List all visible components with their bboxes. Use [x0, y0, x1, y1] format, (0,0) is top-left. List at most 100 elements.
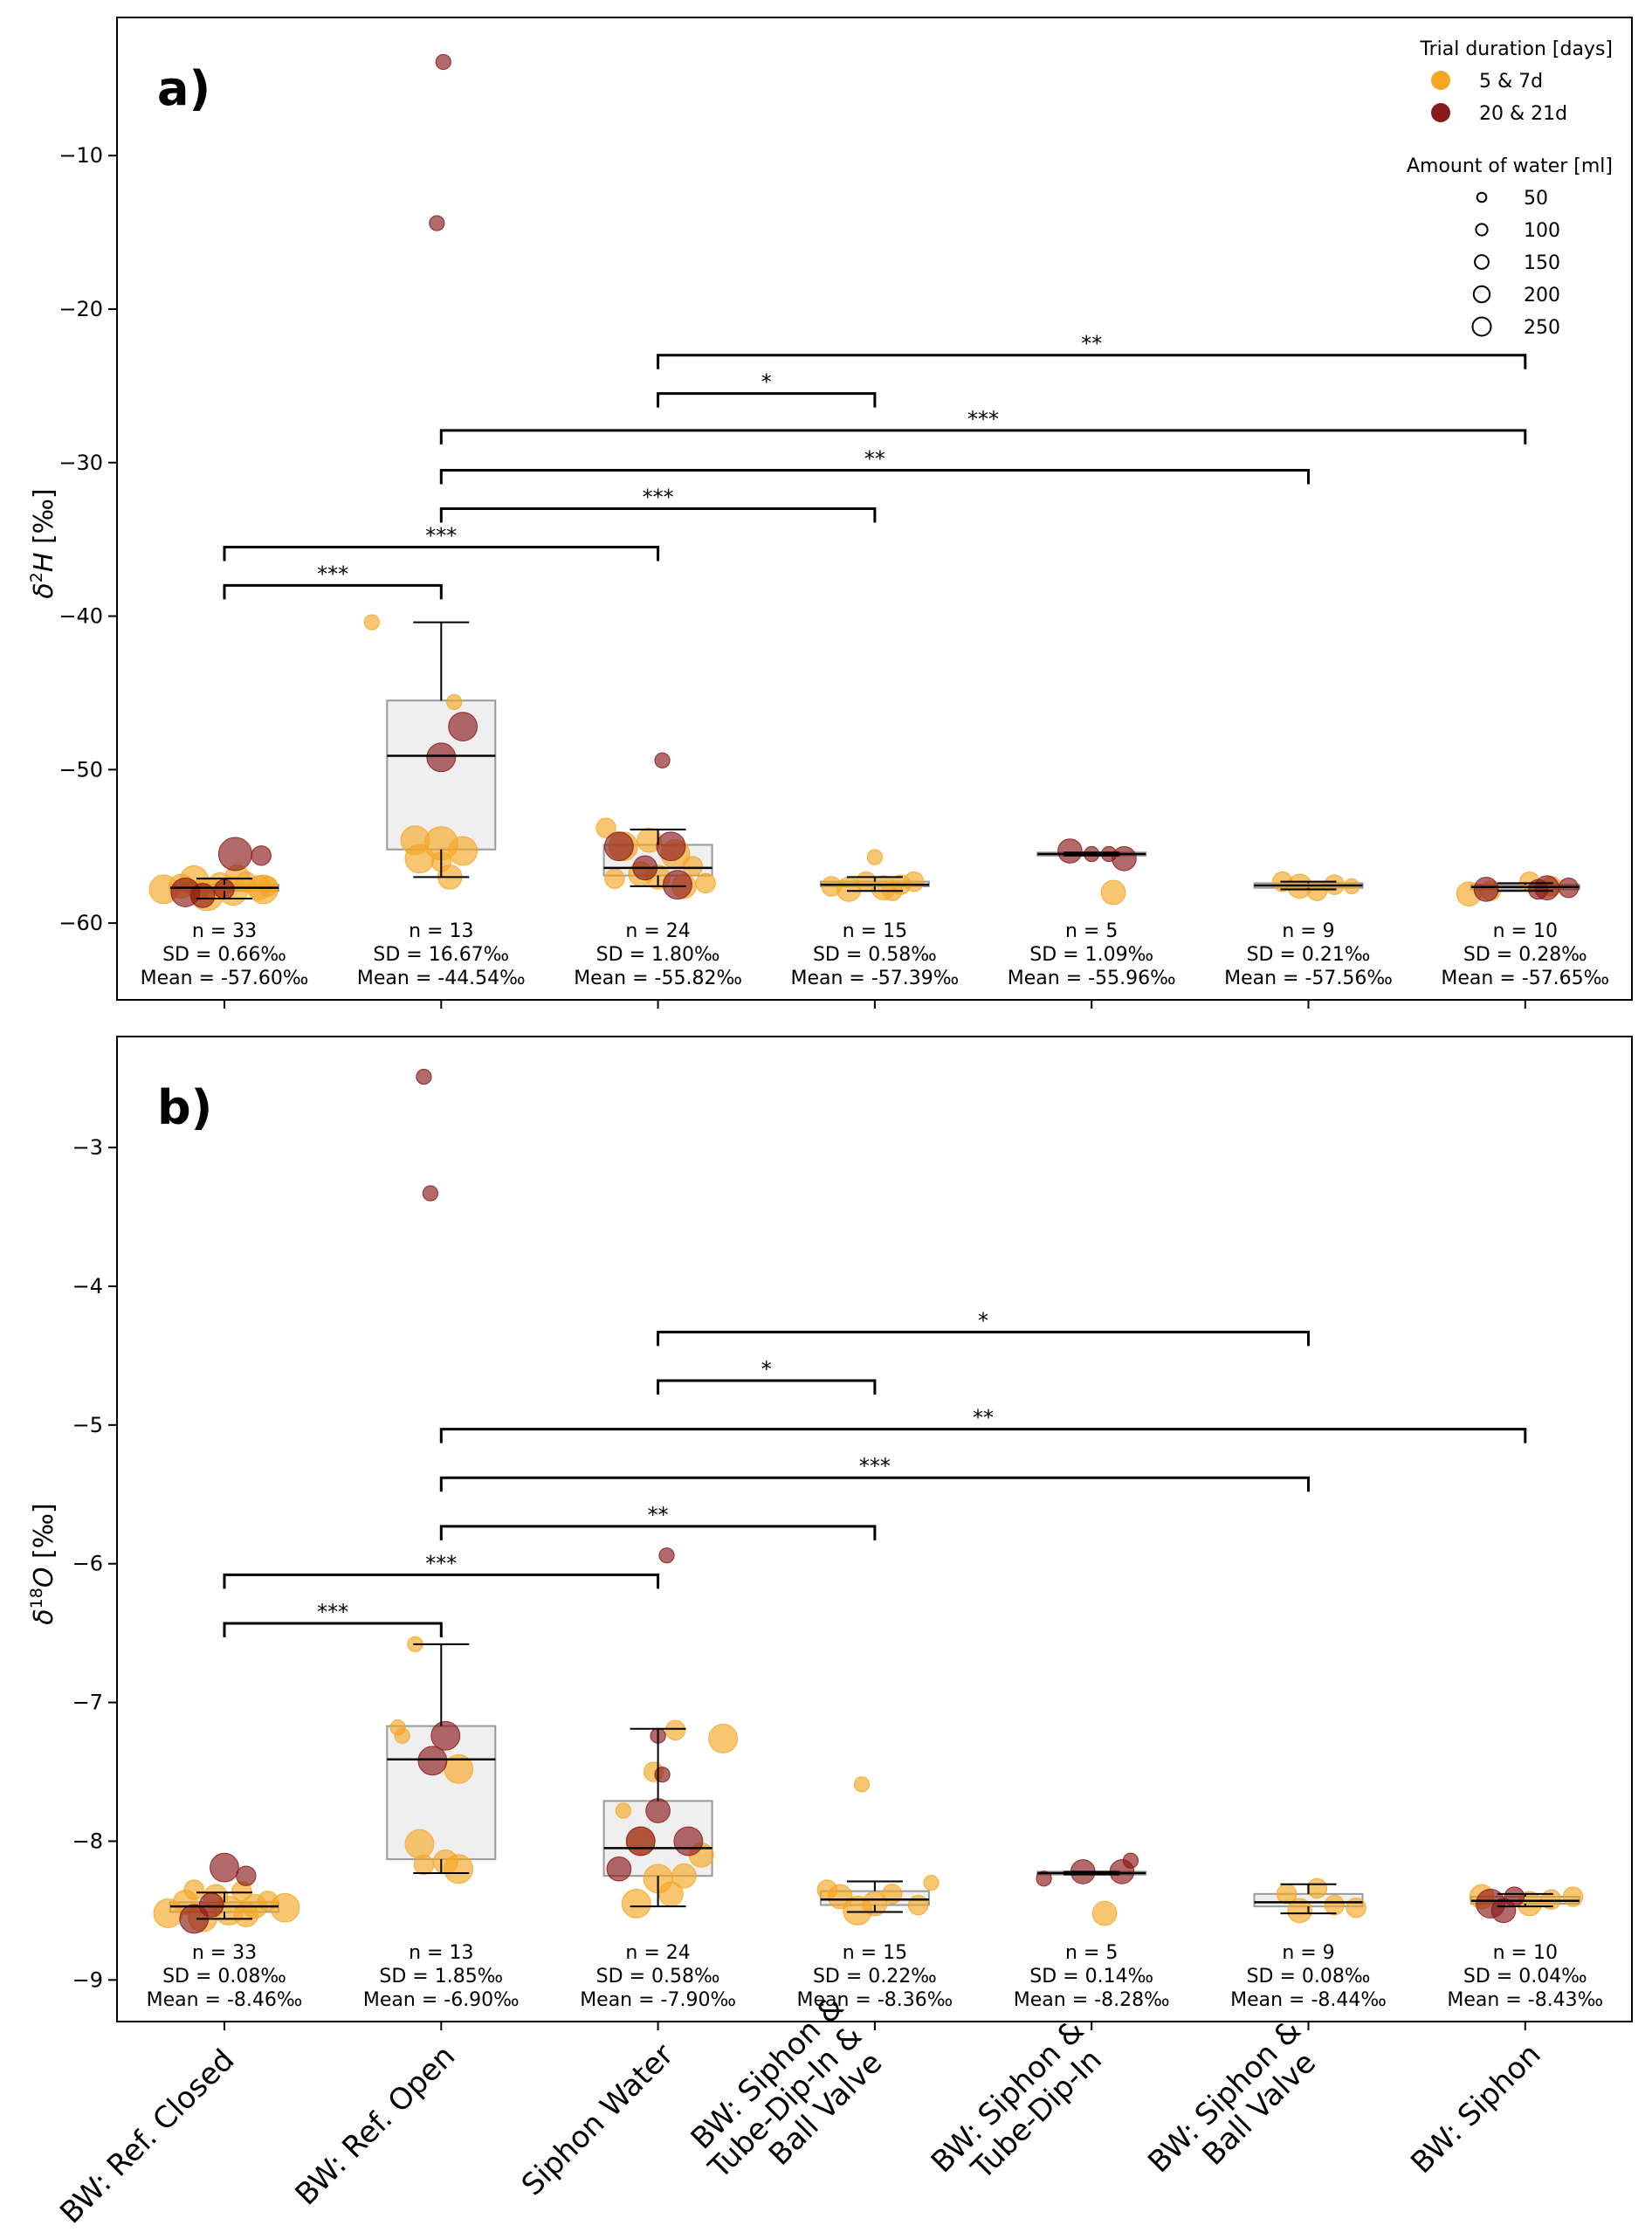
significance-label: *	[978, 1308, 988, 1333]
data-point	[1100, 879, 1126, 906]
significance-label: ***	[425, 523, 457, 548]
significance-bracket	[439, 1525, 877, 1540]
significance-label: **	[973, 1406, 994, 1430]
stats-label: n = 15	[843, 920, 907, 942]
stats-label: Mean = -6.90‰	[363, 1989, 520, 2011]
data-point	[448, 836, 478, 866]
stats-label: SD = 0.08‰	[162, 1966, 286, 1988]
stats-label: SD = 0.22‰	[813, 1966, 937, 1988]
stats-label: Mean = -55.96‰	[1008, 968, 1176, 989]
legend-water-label: 200	[1524, 285, 1560, 307]
data-point	[210, 1852, 239, 1883]
data-point	[417, 1746, 448, 1776]
significance-label: ***	[859, 1454, 891, 1478]
data-point	[923, 1875, 940, 1891]
stats-label: Mean = -57.65‰	[1441, 968, 1609, 989]
significance-bracket	[657, 354, 1527, 369]
stats-label: Mean = -44.54‰	[357, 968, 526, 989]
stats-label: SD = 0.14‰	[1029, 1966, 1153, 1988]
data-point	[1122, 1852, 1139, 1869]
data-point	[363, 614, 380, 630]
data-point	[853, 1776, 871, 1793]
data-point	[426, 742, 457, 773]
data-point	[1306, 880, 1328, 901]
stats-label: Mean = -7.90‰	[580, 1989, 736, 2011]
stats-label: Mean = -57.60‰	[141, 968, 309, 989]
data-point	[695, 872, 716, 894]
data-point	[1112, 845, 1137, 871]
data-point	[615, 1802, 631, 1819]
data-point	[816, 1879, 837, 1900]
stats-label: SD = 0.58‰	[596, 1966, 720, 1988]
data-point	[645, 1798, 671, 1823]
data-point	[654, 752, 671, 768]
data-point	[1057, 838, 1083, 864]
y-tick-label: −6	[72, 1552, 103, 1576]
significance-bracket	[439, 507, 877, 523]
significance-label: **	[1081, 332, 1102, 356]
data-point	[907, 1894, 929, 1916]
y-tick-label: −30	[59, 451, 103, 475]
stats-label: n = 13	[409, 920, 473, 942]
data-point	[446, 693, 463, 711]
data-point	[270, 1892, 300, 1923]
stats-label: n = 15	[843, 1942, 907, 1964]
legend-water-label: 150	[1524, 252, 1560, 274]
y-tick-label: −5	[72, 1413, 103, 1437]
data-point	[404, 844, 435, 874]
stats-label: Mean = -8.44‰	[1230, 1989, 1387, 2011]
significance-bracket	[223, 583, 443, 600]
stats-label: Mean = -8.28‰	[1014, 1989, 1170, 2011]
stats-label: SD = 1.85‰	[379, 1966, 503, 1988]
legend-water-marker	[1475, 223, 1489, 237]
data-point	[1306, 1877, 1328, 1899]
significance-bracket	[439, 429, 1527, 444]
data-point	[604, 831, 634, 862]
y-axis-label: δ18O [‰]	[27, 1503, 59, 1624]
data-point	[1091, 1900, 1118, 1926]
legend-water-label: 250	[1524, 317, 1560, 339]
stats-label: Mean = -8.46‰	[147, 1989, 303, 2011]
stats-label: n = 10	[1493, 1942, 1558, 1964]
significance-label: ***	[643, 486, 674, 510]
stats-label: SD = 0.04‰	[1463, 1966, 1587, 1988]
data-point	[1504, 1886, 1525, 1907]
y-tick-label: −7	[72, 1691, 103, 1715]
data-point	[448, 712, 478, 742]
stats-label: SD = 1.80‰	[596, 944, 720, 966]
data-point	[625, 1826, 656, 1857]
data-point	[413, 1854, 435, 1876]
significance-label: **	[864, 447, 885, 472]
y-tick-label: −9	[72, 1967, 103, 1992]
data-point	[882, 1884, 903, 1905]
significance-label: ***	[425, 1551, 457, 1575]
significance-bracket	[223, 545, 660, 561]
stats-label: n = 33	[192, 1942, 257, 1964]
legend-duration-title: Trial duration [days]	[1419, 38, 1613, 60]
significance-bracket	[657, 392, 877, 408]
stats-label: n = 24	[625, 1942, 690, 1964]
stats-label: Mean = -57.56‰	[1224, 968, 1393, 989]
significance-bracket	[439, 469, 1310, 485]
stats-label: n = 9	[1282, 920, 1334, 942]
legend: Trial duration [days] 5 & 7d 20 & 21d Amoun…	[1407, 38, 1613, 339]
legend-water-marker	[1472, 285, 1491, 304]
significance-bracket	[657, 1330, 1310, 1347]
data-point	[435, 53, 451, 71]
legend-duration-label: 5 & 7d	[1479, 71, 1543, 93]
data-point	[404, 1829, 435, 1859]
data-point	[430, 1720, 461, 1751]
legend-water-label: 50	[1524, 188, 1548, 210]
data-point	[233, 1902, 259, 1927]
data-point	[708, 1723, 738, 1753]
data-point	[429, 215, 445, 231]
panel-label: a)	[157, 61, 210, 116]
data-point	[604, 868, 625, 889]
data-point	[1287, 1898, 1312, 1924]
significance-label: *	[761, 370, 772, 395]
data-point	[682, 856, 704, 877]
data-point	[217, 837, 252, 871]
significance-label: **	[648, 1503, 669, 1527]
